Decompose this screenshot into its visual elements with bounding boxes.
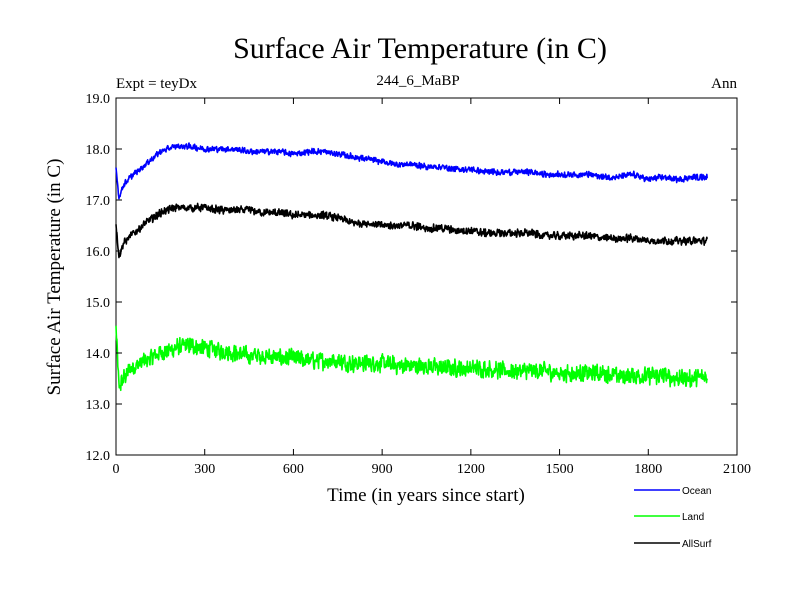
x-tick-label: 900: [372, 462, 393, 477]
y-tick-label: 13.0: [86, 398, 111, 413]
plot-frame: [115, 97, 738, 456]
x-tick-label: 2100: [723, 462, 751, 477]
series-layer: [115, 142, 709, 392]
ticks-layer: 0 300 600 900 1200 1500 1800 2100 12.0 13.0 14.0 15…: [86, 92, 752, 477]
y-axis-label: Surface Air Temperature (in C): [44, 159, 65, 396]
experiment-label: Expt = teyDx: [116, 76, 197, 92]
x-tick-label: 0: [113, 462, 120, 477]
x-tick-label: 1500: [546, 462, 574, 477]
chart-title: Surface Air Temperature (in C): [233, 32, 607, 65]
chart-subtitle: 244_6_MaBP: [376, 73, 459, 89]
legend: Ocean Land AllSurf: [634, 486, 712, 550]
x-axis-label: Time (in years since start): [327, 485, 525, 506]
y-tick-label: 15.0: [86, 296, 111, 311]
series-line-land: [115, 325, 709, 392]
x-tick-label: 1200: [457, 462, 485, 477]
legend-label-land: Land: [682, 512, 704, 523]
x-tick-label: 300: [194, 462, 215, 477]
series-line-allsurf: [115, 202, 708, 259]
legend-label-ocean: Ocean: [682, 486, 711, 497]
y-tick-label: 14.0: [86, 347, 111, 362]
x-tick-label: 600: [283, 462, 304, 477]
x-tick-label: 1800: [634, 462, 662, 477]
legend-label-allsurf: AllSurf: [682, 539, 712, 550]
y-tick-label: 17.0: [86, 194, 111, 209]
season-label: Ann: [711, 76, 737, 92]
y-tick-label: 19.0: [86, 92, 111, 107]
y-tick-label: 12.0: [86, 449, 111, 464]
y-tick-label: 16.0: [86, 245, 111, 260]
series-line-ocean: [115, 142, 709, 200]
y-tick-label: 18.0: [86, 143, 111, 158]
